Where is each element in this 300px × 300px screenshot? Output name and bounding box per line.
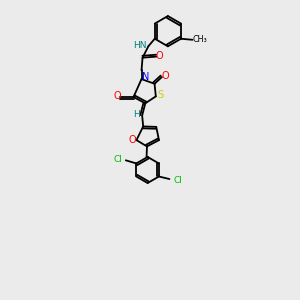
- Text: N: N: [142, 72, 149, 82]
- Text: O: O: [161, 70, 169, 80]
- Text: H: H: [133, 110, 140, 119]
- Text: O: O: [128, 135, 136, 145]
- Text: Cl: Cl: [113, 155, 122, 164]
- Text: O: O: [156, 51, 163, 61]
- Text: HN: HN: [133, 40, 146, 50]
- Text: CH₃: CH₃: [193, 35, 207, 44]
- Text: Cl: Cl: [173, 176, 182, 184]
- Text: O: O: [113, 91, 121, 101]
- Text: S: S: [157, 90, 163, 100]
